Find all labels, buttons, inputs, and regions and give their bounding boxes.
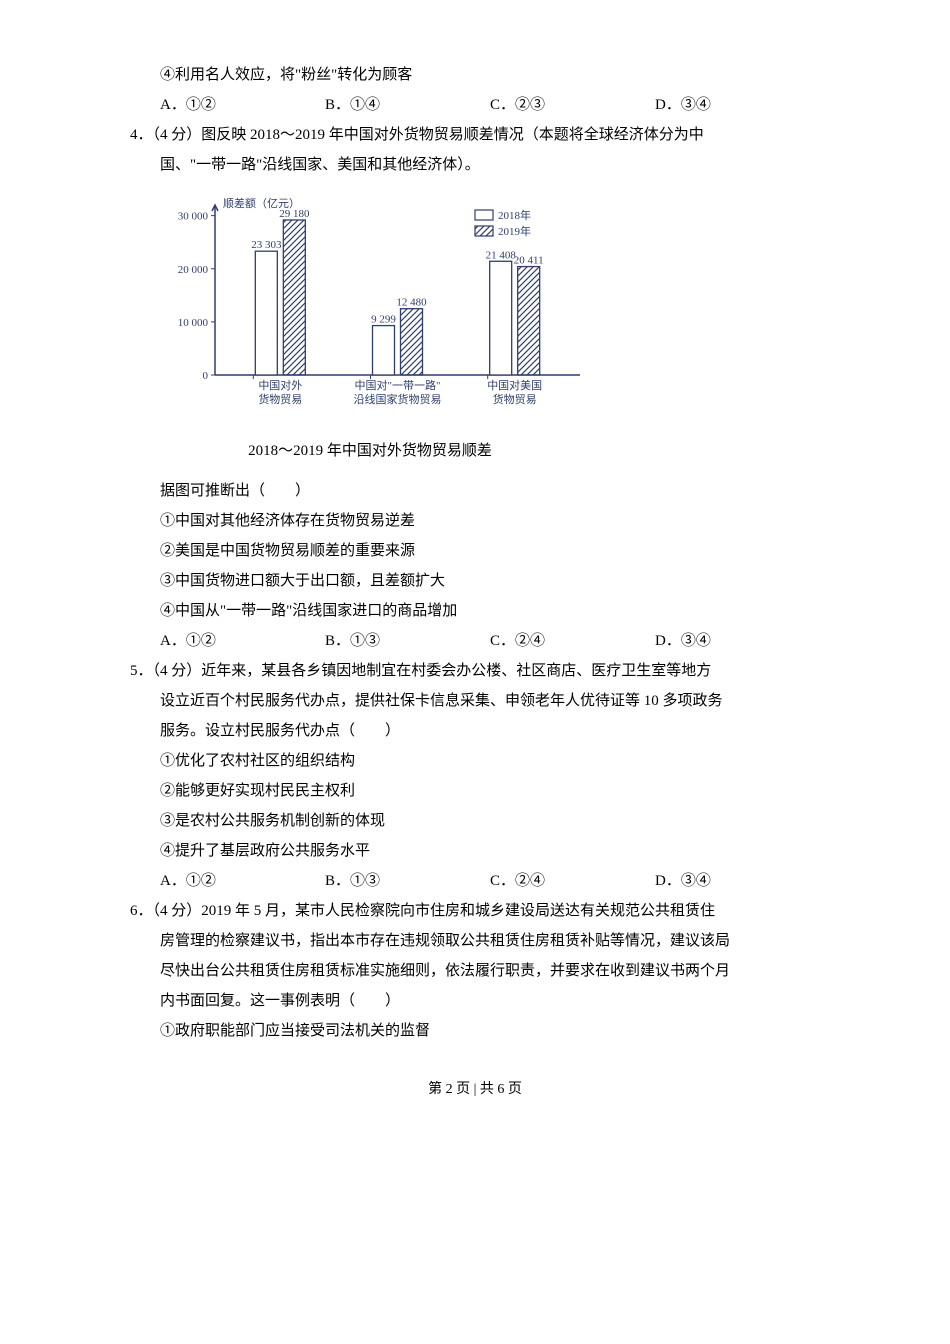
q5-options: A．①② B．①③ C．②④ D．③④ [130,866,820,896]
svg-text:12 480: 12 480 [396,297,427,309]
q4-item1: ①中国对其他经济体存在货物贸易逆差 [130,506,820,536]
q3-options: A．①② B．①④ C．②③ D．③④ [130,90,820,120]
q5-opt-b: B．①③ [325,866,490,896]
q5-opt-c: C．②④ [490,866,655,896]
svg-text:2018年: 2018年 [498,208,531,222]
q4-stem-2: 国、"一带一路"沿线国家、美国和其他经济体）。 [130,150,820,180]
svg-text:沿线国家货物贸易: 沿线国家货物贸易 [354,392,442,406]
q4-chart: 010 00020 00030 000顺差额（亿元）23 30329 180中国… [130,190,820,431]
svg-text:29 180: 29 180 [279,208,310,220]
svg-text:30 000: 30 000 [178,211,209,223]
q5-item1: ①优化了农村社区的组织结构 [130,746,820,776]
q4-opt-d: D．③④ [655,626,820,656]
bar-chart-svg: 010 00020 00030 000顺差额（亿元）23 30329 180中国… [160,190,590,420]
svg-text:中国对"一带一路": 中国对"一带一路" [355,378,441,392]
q4-item3: ③中国货物进口额大于出口额，且差额扩大 [130,566,820,596]
q4-opt-c: C．②④ [490,626,655,656]
q4-item4: ④中国从"一带一路"沿线国家进口的商品增加 [130,596,820,626]
svg-text:2019年: 2019年 [498,224,531,238]
q5-stem-1: 5．（4 分）近年来，某县各乡镇因地制宜在村委会办公楼、社区商店、医疗卫生室等地… [130,656,820,686]
q4-chart-title: 2018～2019 年中国对外货物贸易顺差 [130,436,580,466]
q6-item1: ①政府职能部门应当接受司法机关的监督 [130,1016,820,1046]
q5-opt-a: A．①② [160,866,325,896]
q5-item2: ②能够更好实现村民民主权利 [130,776,820,806]
q5-item3: ③是农村公共服务机制创新的体现 [130,806,820,836]
q4-opt-a: A．①② [160,626,325,656]
svg-text:货物贸易: 货物贸易 [258,392,302,406]
q3-opt-a: A．①② [160,90,325,120]
q3-opt-b: B．①④ [325,90,490,120]
q5-item4: ④提升了基层政府公共服务水平 [130,836,820,866]
svg-text:9 299: 9 299 [371,314,396,326]
q4-opt-b: B．①③ [325,626,490,656]
q6-stem-4: 内书面回复。这一事例表明（ ） [130,986,820,1016]
svg-text:21 408: 21 408 [486,249,517,261]
svg-text:23 303: 23 303 [251,239,282,251]
q6-stem-2: 房管理的检察建议书，指出本市存在违规领取公共租赁住房租赁补贴等情况，建议该局 [130,926,820,956]
q5-stem-2: 设立近百个村民服务代办点，提供社保卡信息采集、申领老年人优待证等 10 多项政务 [130,686,820,716]
svg-text:中国对外: 中国对外 [258,378,302,392]
q4-item2: ②美国是中国货物贸易顺差的重要来源 [130,536,820,566]
svg-text:20 000: 20 000 [178,264,209,276]
q3-opt-d: D．③④ [655,90,820,120]
q4-stem-1: 4．（4 分）图反映 2018～2019 年中国对外货物贸易顺差情况（本题将全球… [130,120,820,150]
q4: 4．（4 分）图反映 2018～2019 年中国对外货物贸易顺差情况（本题将全球… [130,120,820,656]
page-footer: 第 2 页 | 共 6 页 [130,1076,820,1104]
exam-page: ④利用名人效应，将"粉丝"转化为顾客 A．①② B．①④ C．②③ D．③④ 4… [0,0,950,1144]
q6: 6．（4 分）2019 年 5 月，某市人民检察院向市住房和城乡建设局送达有关规… [130,896,820,1046]
svg-text:10 000: 10 000 [178,317,209,329]
q4-options: A．①② B．①③ C．②④ D．③④ [130,626,820,656]
svg-text:中国对美国: 中国对美国 [487,378,542,392]
text: ④利用名人效应，将"粉丝"转化为顾客 [160,67,412,83]
q3-item4: ④利用名人效应，将"粉丝"转化为顾客 [130,60,820,90]
q6-stem-1: 6．（4 分）2019 年 5 月，某市人民检察院向市住房和城乡建设局送达有关规… [130,896,820,926]
q5: 5．（4 分）近年来，某县各乡镇因地制宜在村委会办公楼、社区商店、医疗卫生室等地… [130,656,820,896]
svg-text:货物贸易: 货物贸易 [493,392,537,406]
q4-substem: 据图可推断出（ ） [130,476,820,506]
q3-opt-c: C．②③ [490,90,655,120]
svg-text:0: 0 [203,370,209,382]
q5-opt-d: D．③④ [655,866,820,896]
q6-stem-3: 尽快出台公共租赁住房租赁标准实施细则，依法履行职责，并要求在收到建议书两个月 [130,956,820,986]
svg-text:20 411: 20 411 [514,255,544,267]
q5-stem-3: 服务。设立村民服务代办点（ ） [130,716,820,746]
